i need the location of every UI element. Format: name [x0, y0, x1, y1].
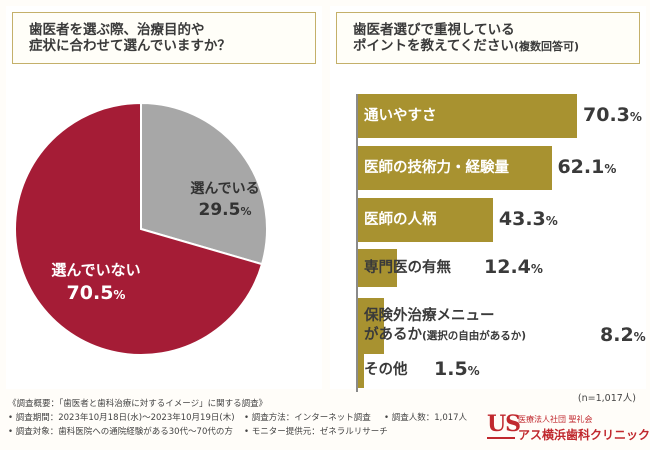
- pie-slice-not-selecting: [14, 101, 264, 356]
- bar: [358, 94, 577, 138]
- logo-clinic-name: アス横浜歯科クリニック: [518, 428, 650, 442]
- bar-category-label: その他: [364, 361, 408, 378]
- pie-slice-selecting: [140, 101, 268, 266]
- bar-category-label: 保険外治療メニュー があるか(選択の自由があるか): [364, 308, 527, 343]
- bar: [358, 352, 364, 388]
- logo-underline: [487, 437, 515, 439]
- clinic-logo: US 医療法人社団 聖礼会 アス横浜歯科クリニック: [487, 411, 650, 445]
- survey-target: • 調査対象：歯科医院への通院経験がある30代～70代の方: [8, 427, 233, 437]
- pie-label-not-selecting: 選んでいない 70.5%: [26, 259, 166, 304]
- pie-label-not-selecting-text: 選んでいない: [51, 261, 141, 279]
- bar-category-label: 通いやすさ: [364, 107, 437, 124]
- bar-value-label: 43.3%: [498, 208, 558, 230]
- bar: [358, 249, 397, 287]
- bar-value-label: 8.2%: [600, 324, 646, 346]
- pie-value-selecting: 29.5: [198, 200, 241, 220]
- sample-size-note: (n=1,017人): [577, 393, 636, 404]
- bar-row: 医師の技術力・経験量 62.1%: [330, 146, 646, 190]
- pie-label-selecting-text: 選んでいる: [190, 181, 260, 197]
- bar-row: 専門医の有無 12.4%: [330, 249, 646, 287]
- bar-row: 医師の人柄 43.3%: [330, 198, 646, 242]
- bar-category-label: 医師の技術力・経験量: [364, 159, 509, 176]
- survey-count: • 調査人数：1,017人: [384, 413, 468, 423]
- survey-method: • 調査方法：インターネット調査: [244, 413, 371, 423]
- survey-overview: 《調査概要：「歯医者と歯科治療に対するイメージ」に関する調査》: [8, 399, 268, 409]
- bar-value-label: 1.5%: [434, 358, 480, 380]
- bar-row: 保険外治療メニュー があるか(選択の自由があるか) 8.2%: [330, 298, 646, 354]
- pie-unit-selecting: %: [240, 205, 252, 218]
- bar-value-label: 70.3%: [583, 104, 642, 126]
- bar-row: その他 1.5%: [330, 352, 646, 388]
- bar-value-label: 62.1%: [557, 156, 617, 178]
- pie-chart-panel: 歯医者を選ぶ際、治療目的や 症状に合わせて選んでいますか？ 選んでいる 29.5…: [6, 6, 322, 389]
- logo-corp: 医療法人社団 聖礼会: [518, 415, 593, 424]
- pie-question-box: 歯医者を選ぶ際、治療目的や 症状に合わせて選んでいますか？: [12, 12, 316, 64]
- pie-unit-not-selecting: %: [113, 288, 126, 302]
- pie-chart: [14, 101, 268, 356]
- bar-category-label: 専門医の有無: [364, 259, 451, 276]
- bar-chart-panel: 歯医者選びで重視している ポイントを教えてください(複数回答可) 通いやすさ 70…: [330, 6, 646, 404]
- survey-provider: • モニター提供元：ゼネラルリサーチ: [244, 427, 388, 437]
- pie-value-not-selecting: 70.5: [66, 282, 114, 304]
- bar-value-label: 12.4%: [484, 256, 543, 278]
- logo-mark: US: [487, 411, 521, 437]
- pie-question: 歯医者を選ぶ際、治療目的や 症状に合わせて選んでいますか？: [29, 22, 231, 54]
- bar-question-box: 歯医者選びで重視している ポイントを教えてください(複数回答可): [336, 12, 640, 64]
- bar-row: 通いやすさ 70.3%: [330, 94, 646, 138]
- bar-axis: [356, 94, 358, 392]
- survey-period: • 調査期間：2023年10月18日(水)～2023年10月19日(木): [8, 413, 235, 423]
- pie-label-selecting: 選んでいる 29.5%: [178, 178, 272, 220]
- bar-category-label: 医師の人柄: [364, 211, 437, 228]
- bar: [358, 198, 493, 242]
- bar-question: 歯医者選びで重視している ポイントを教えてください(複数回答可): [353, 22, 579, 54]
- bar: [358, 298, 384, 354]
- bar: [358, 146, 552, 190]
